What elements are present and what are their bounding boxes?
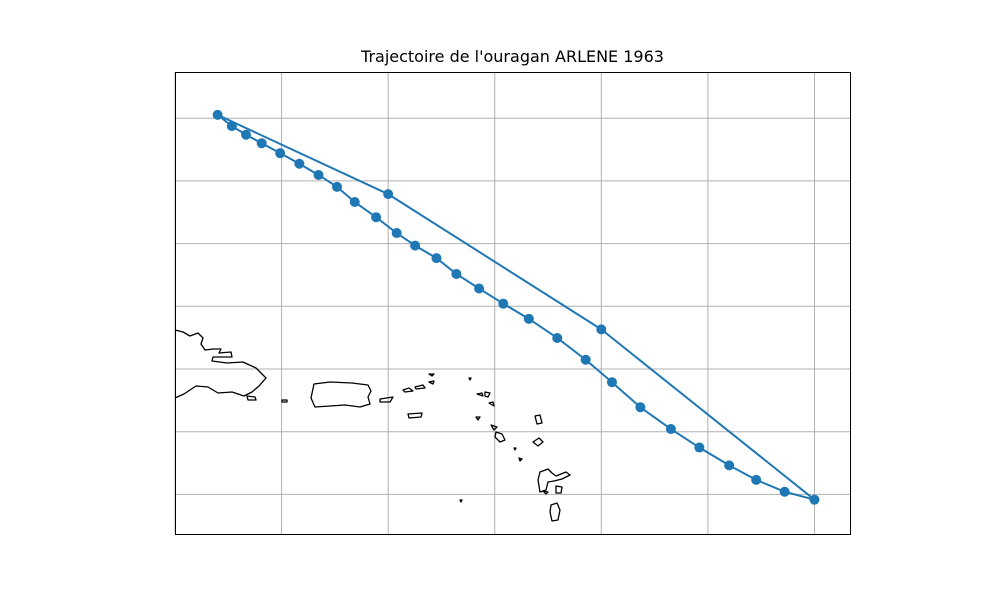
track-point bbox=[809, 494, 820, 505]
track-point bbox=[212, 109, 223, 120]
track-point bbox=[226, 121, 237, 132]
map-frame bbox=[175, 72, 851, 535]
track-point bbox=[498, 298, 509, 309]
coastline-islet bbox=[494, 431, 506, 443]
track-point bbox=[751, 474, 762, 485]
coastline-islet bbox=[402, 387, 414, 393]
coastline-dominica bbox=[549, 502, 561, 522]
track-point bbox=[606, 377, 617, 388]
coastline-islet bbox=[484, 391, 491, 398]
coastline-islet bbox=[490, 424, 498, 431]
track-point bbox=[694, 442, 705, 453]
coastline-islet bbox=[488, 401, 495, 407]
coastline-islet bbox=[407, 412, 423, 419]
coastline-islet bbox=[428, 373, 435, 377]
coastline-islet bbox=[555, 485, 563, 494]
coastline-islet bbox=[459, 499, 463, 503]
coastline-islet bbox=[532, 437, 544, 447]
coastline-islet bbox=[476, 392, 484, 397]
track-point bbox=[349, 197, 360, 208]
track-point bbox=[383, 189, 394, 200]
coastline-islet bbox=[246, 395, 257, 401]
coastline-islet bbox=[281, 399, 288, 403]
track-point bbox=[451, 268, 462, 279]
coastline-islet bbox=[468, 377, 472, 381]
track-point bbox=[665, 424, 676, 435]
track-point bbox=[580, 354, 591, 365]
track-point bbox=[724, 460, 735, 471]
track-point bbox=[332, 181, 342, 192]
track-point bbox=[779, 486, 790, 497]
track-point bbox=[391, 228, 402, 239]
track-point bbox=[241, 129, 252, 140]
coastline-islet bbox=[518, 457, 523, 462]
track-point bbox=[256, 138, 267, 149]
coastline-islet bbox=[513, 447, 517, 451]
track-point bbox=[596, 324, 607, 335]
track-point bbox=[523, 313, 534, 324]
coastline-hispaniola bbox=[174, 329, 267, 399]
track-point bbox=[294, 158, 305, 169]
track-line bbox=[217, 113, 816, 501]
chart-title: Trajectoire de l'ouragan ARLENE 1963 bbox=[361, 47, 664, 66]
track-point bbox=[431, 253, 442, 264]
coastline-islet bbox=[534, 414, 543, 425]
coastline-islet bbox=[379, 396, 394, 403]
coastline-puerto-rico bbox=[310, 381, 372, 408]
coastline-islet bbox=[428, 380, 435, 385]
track-point bbox=[275, 148, 286, 159]
track-point bbox=[371, 212, 382, 223]
coastlines bbox=[174, 329, 571, 522]
track-point bbox=[313, 169, 324, 180]
coastline-islet bbox=[542, 490, 549, 495]
track-point bbox=[552, 332, 563, 343]
track-point bbox=[474, 283, 485, 294]
coastline-islet bbox=[414, 384, 426, 390]
gridlines bbox=[174, 72, 850, 534]
track-point bbox=[635, 402, 646, 413]
coastline-guadeloupe bbox=[537, 468, 571, 493]
track-point bbox=[410, 240, 421, 251]
hurricane-track bbox=[212, 109, 820, 505]
coastline-islet bbox=[475, 416, 481, 421]
